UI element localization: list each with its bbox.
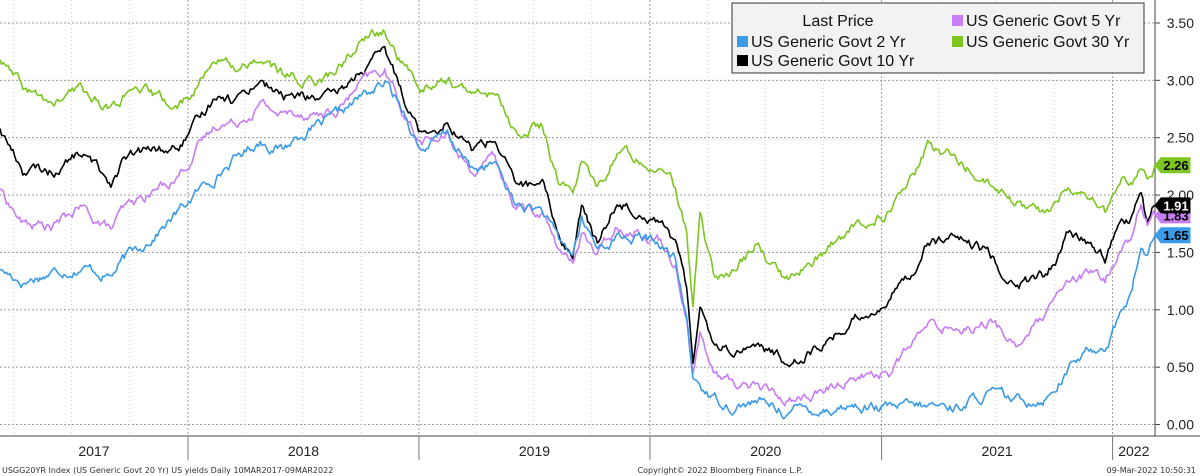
legend-entry: US Generic Govt 5 Yr — [952, 13, 1121, 30]
footer-left: USGG20YR Index (US Generic Govt 20 Yr) U… — [2, 466, 333, 475]
tag-label: 2.26 — [1163, 158, 1188, 173]
legend-entry: US Generic Govt 30 Yr — [952, 34, 1130, 51]
legend-label: US Generic Govt 2 Yr — [751, 34, 906, 51]
legend-label: US Generic Govt 10 Yr — [751, 53, 915, 70]
x-tick-label: 2019 — [519, 443, 550, 459]
legend-title: Last Price — [802, 13, 873, 30]
legend-box — [731, 2, 1145, 74]
legend-label: US Generic Govt 5 Yr — [966, 13, 1121, 30]
y-tick-label: 1.50 — [1167, 244, 1194, 260]
y-tick-label: 3.00 — [1167, 72, 1194, 88]
y-tick-label: 2.50 — [1167, 130, 1194, 146]
tag-shape — [1154, 157, 1191, 174]
series-lines — [0, 29, 1156, 420]
legend-entry: US Generic Govt 10 Yr — [737, 53, 915, 70]
footer: USGG20YR Index (US Generic Govt 20 Yr) U… — [2, 466, 1196, 475]
footer-timestamp: 09-Mar-2022 10:50:31 — [1107, 466, 1196, 475]
tag-label: 1.65 — [1163, 228, 1188, 243]
footer-copyright: Copyright© 2022 Bloomberg Finance L.P. — [638, 466, 803, 475]
series-line — [0, 68, 1156, 407]
legend-swatch — [737, 55, 748, 66]
tag-label: 1.91 — [1163, 198, 1188, 213]
series-line — [0, 80, 1156, 420]
legend-swatch — [952, 15, 963, 26]
y-axis: 0.000.501.001.502.002.503.003.50 — [1167, 15, 1194, 433]
y-tick-label: 1.00 — [1167, 302, 1194, 318]
y-tick-label: 0.00 — [1167, 417, 1194, 433]
last-price-tag: 2.26 — [1154, 157, 1191, 174]
legend-swatch — [952, 36, 963, 47]
last-price-tag: 1.65 — [1154, 227, 1191, 244]
last-price-tag: 1.91 — [1154, 197, 1191, 214]
x-tick-label: 2022 — [1118, 443, 1149, 459]
tag-shape — [1154, 227, 1191, 244]
legend-swatch — [737, 36, 748, 47]
x-tick-label: 2021 — [982, 443, 1013, 459]
x-tick-label: 2020 — [750, 443, 781, 459]
x-tick-label: 2017 — [78, 443, 109, 459]
x-axis: 2017 2018 2019 2020 2021 2022 — [78, 443, 1149, 459]
tag-shape — [1154, 197, 1191, 214]
series-line — [0, 29, 1156, 308]
x-tick-label: 2018 — [288, 443, 319, 459]
y-tick-label: 0.50 — [1167, 359, 1194, 375]
legend-entry: US Generic Govt 2 Yr — [737, 34, 906, 51]
legend: Last Price US Generic Govt 2 Yr US Generi… — [731, 2, 1145, 74]
legend-label: US Generic Govt 30 Yr — [966, 34, 1130, 51]
y-tick-label: 3.50 — [1167, 15, 1194, 31]
series-line — [0, 45, 1156, 368]
last-price-tags: 2.261.651.831.91 — [1154, 157, 1191, 244]
